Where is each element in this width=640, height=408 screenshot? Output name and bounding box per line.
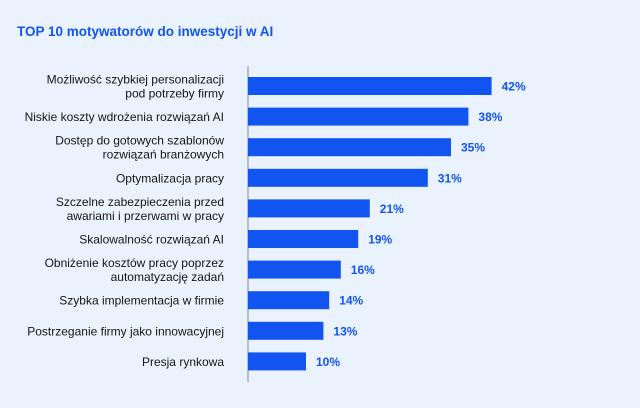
category-label-line: Możliwość szybkiej personalizacji: [47, 73, 224, 87]
value-label: 42%: [502, 80, 526, 94]
category-label-line: Szybka implementacja w firmie: [59, 294, 224, 308]
category-label: Szczelne zabezpieczenia przed awariami i …: [56, 195, 224, 223]
category-label-line: Dostęp do gotowych szablonów: [55, 134, 224, 148]
bar: [248, 352, 306, 371]
category-label: Niskie koszty wdrożenia rozwiązań AI: [25, 110, 224, 124]
value-label: 21%: [380, 202, 404, 216]
bar: [248, 77, 492, 95]
value-label: 31%: [438, 171, 462, 185]
bar: [248, 260, 341, 279]
value-label: 38%: [478, 110, 502, 124]
value-label: 10%: [316, 355, 340, 369]
bar: [248, 107, 469, 126]
category-label-line: pod potrzeby firmy: [125, 87, 224, 101]
bar: [248, 291, 330, 310]
bar: [248, 199, 370, 218]
category-label: Presja rynkowa: [142, 355, 224, 369]
value-label: 16%: [351, 263, 375, 277]
bar: [248, 168, 428, 187]
category-label: Optymalizacja pracy: [116, 171, 224, 185]
category-label: Skalowalność rozwiązań AI: [79, 233, 224, 247]
category-label: Możliwość szybkiej personalizacji pod pot…: [47, 73, 224, 101]
category-label-line: automatyzację zadań: [111, 270, 224, 284]
chart-title: TOP 10 motywatorów do inwestycji w AI: [17, 24, 274, 39]
category-label: Szybka implementacja w firmie: [59, 294, 224, 308]
category-label-line: Szczelne zabezpieczenia przed: [56, 195, 224, 209]
category-label-line: Skalowalność rozwiązań AI: [79, 233, 224, 247]
value-label: 19%: [368, 233, 392, 247]
category-label: Postrzeganie firmy jako innowacyjnej: [27, 324, 224, 338]
bar: [248, 138, 451, 157]
category-label-line: Optymalizacja pracy: [116, 171, 224, 185]
bar: [248, 230, 359, 248]
category-label-line: Niskie koszty wdrożenia rozwiązań AI: [25, 110, 224, 124]
category-label: Obniżenie kosztów pracy poprzez automatyz…: [45, 256, 224, 284]
value-label: 13%: [333, 324, 357, 338]
category-label-line: Obniżenie kosztów pracy poprzez: [45, 256, 224, 270]
category-label-line: Postrzeganie firmy jako innowacyjnej: [27, 324, 224, 338]
category-label-line: rozwiązań branżowych: [103, 148, 224, 162]
category-label-line: Presja rynkowa: [142, 355, 224, 369]
value-label: 14%: [339, 294, 363, 308]
category-label-line: awariami i przerwami w pracy: [67, 209, 224, 223]
value-label: 35%: [461, 141, 485, 155]
bar: [248, 321, 324, 340]
category-label: Dostęp do gotowych szablonów rozwiązań br…: [55, 134, 224, 162]
